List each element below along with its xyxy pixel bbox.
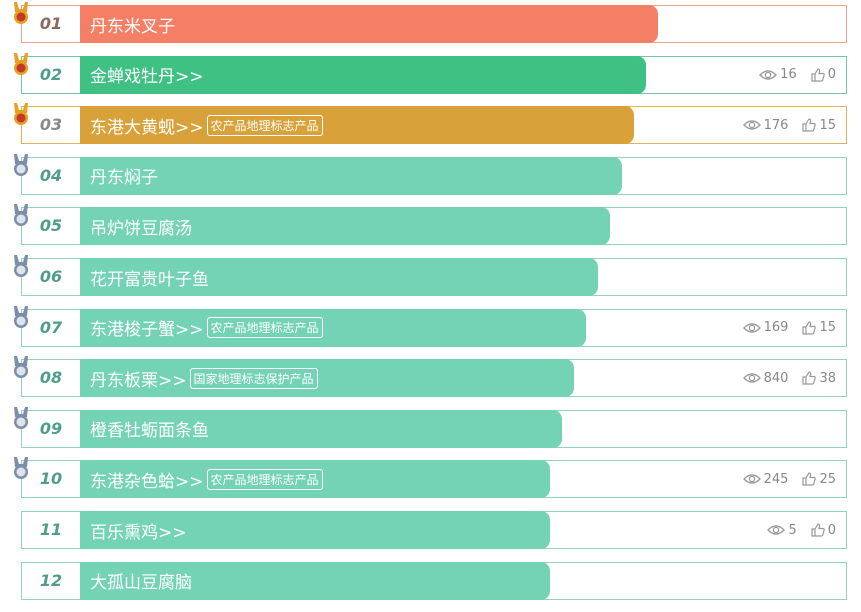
likes-count: 0 [827, 522, 836, 538]
likes[interactable]: 0 [811, 67, 836, 82]
rank-bar: 丹东米叉子 [80, 5, 658, 43]
medal-icon [10, 152, 32, 184]
medal-icon [10, 304, 32, 336]
views: 16 [759, 67, 797, 82]
medal-icon [10, 0, 32, 32]
item-name[interactable]: 东港梭子蟹>> [90, 320, 204, 341]
item-name: 丹东焖子 [90, 168, 158, 189]
medal-icon [10, 253, 32, 285]
item-tag: 农产品地理标志产品 [206, 468, 323, 490]
item-name: 花开富贵叶子鱼 [90, 269, 209, 290]
item-stats: 169 15 [742, 310, 836, 346]
rank-row[interactable]: 07 东港梭子蟹>> 农产品地理标志产品 169 15 [14, 305, 847, 347]
item-stats: 16 0 [759, 57, 836, 93]
rank-row[interactable]: 08 丹东板栗>> 国家地理标志保护产品 840 38 [14, 356, 847, 398]
likes-count: 15 [819, 117, 836, 133]
item-name: 大孤山豆腐脑 [90, 573, 192, 594]
item-tag: 农产品地理标志产品 [206, 317, 323, 339]
rank-number: 10 [39, 469, 63, 489]
item-name[interactable]: 百乐熏鸡>> [90, 522, 187, 543]
likes[interactable]: 15 [802, 320, 836, 335]
rank-bar: 东港杂色蛤>> 农产品地理标志产品 [80, 460, 550, 499]
item-stats: 245 25 [742, 461, 836, 497]
rank-row: 09 橙香牡蛎面条鱼 [14, 406, 847, 448]
rank-number: 12 [39, 570, 63, 590]
medal-icon [10, 354, 32, 386]
item-name[interactable]: 金蝉戏牡丹>> [90, 67, 204, 88]
item-name[interactable]: 东港杂色蛤>> [90, 471, 204, 492]
likes[interactable]: 15 [802, 118, 836, 133]
rank-row: 05 吊炉饼豆腐汤 [14, 204, 847, 246]
likes-count: 0 [827, 67, 836, 83]
item-tag: 国家地理标志保护产品 [189, 367, 318, 389]
rank-bar: 大孤山豆腐脑 [80, 561, 550, 600]
rank-bar: 东港梭子蟹>> 农产品地理标志产品 [80, 308, 586, 347]
item-name[interactable]: 东港大黄蚬>> [90, 117, 204, 138]
rank-row: 04 丹东焖子 [14, 153, 847, 195]
views-count: 245 [763, 471, 789, 487]
item-name: 吊炉饼豆腐汤 [90, 218, 192, 239]
item-stats: 840 38 [742, 360, 836, 396]
item-name: 丹东米叉子 [90, 16, 175, 37]
likes[interactable]: 25 [802, 472, 836, 487]
views: 169 [742, 320, 789, 336]
rank-row: 06 花开富贵叶子鱼 [14, 255, 847, 296]
likes-count: 38 [819, 370, 836, 386]
rank-number: 02 [39, 64, 63, 84]
rank-number: 05 [39, 216, 63, 236]
likes-count: 25 [819, 471, 836, 487]
rank-bar: 东港大黄蚬>> 农产品地理标志产品 [80, 106, 634, 145]
rank-bar: 百乐熏鸡>> [80, 511, 550, 549]
views-count: 176 [763, 117, 789, 133]
rank-row: 12 大孤山豆腐脑 [21, 561, 847, 600]
medal-icon [10, 455, 32, 487]
rank-row[interactable]: 10 东港杂色蛤>> 农产品地理标志产品 245 25 [14, 457, 847, 499]
views-count: 169 [763, 320, 789, 336]
likes[interactable]: 38 [802, 371, 836, 386]
item-name[interactable]: 丹东板栗>> [90, 370, 187, 391]
rank-number: 11 [39, 520, 63, 539]
rank-bar: 花开富贵叶子鱼 [80, 258, 598, 296]
views: 176 [742, 117, 789, 133]
medal-icon [10, 51, 32, 83]
views-count: 16 [780, 67, 797, 83]
views-count: 840 [763, 370, 789, 386]
medal-icon [10, 202, 32, 234]
rank-bar: 橙香牡蛎面条鱼 [80, 409, 562, 448]
rank-bar: 金蝉戏牡丹>> [80, 55, 646, 94]
rank-row[interactable]: 11 百乐熏鸡>> 5 0 [21, 511, 847, 549]
rank-number: 03 [39, 115, 63, 135]
rank-number: 01 [39, 14, 63, 33]
rank-bar: 丹东焖子 [80, 156, 622, 195]
views: 5 [767, 522, 797, 538]
views: 840 [742, 370, 789, 386]
rank-number: 06 [39, 267, 63, 286]
item-stats: 176 15 [742, 107, 836, 143]
item-tag: 农产品地理标志产品 [206, 114, 323, 136]
views: 245 [742, 471, 789, 487]
likes[interactable]: 0 [811, 523, 836, 538]
rank-number: 04 [39, 165, 63, 185]
medal-icon [10, 405, 32, 437]
likes-count: 15 [819, 320, 836, 336]
rank-number: 07 [39, 317, 63, 337]
rank-bar: 丹东板栗>> 国家地理标志保护产品 [80, 359, 574, 398]
rank-bar: 吊炉饼豆腐汤 [80, 207, 610, 246]
rank-row: 01 丹东米叉子 [14, 2, 847, 43]
rank-number: 09 [39, 418, 63, 438]
item-name: 橙香牡蛎面条鱼 [90, 421, 209, 442]
views-count: 5 [788, 522, 797, 538]
rank-row[interactable]: 02 金蝉戏牡丹>> 16 0 [14, 52, 847, 94]
rank-number: 08 [39, 368, 63, 388]
rank-row[interactable]: 03 东港大黄蚬>> 农产品地理标志产品 176 15 [14, 103, 847, 145]
medal-icon [10, 101, 32, 133]
